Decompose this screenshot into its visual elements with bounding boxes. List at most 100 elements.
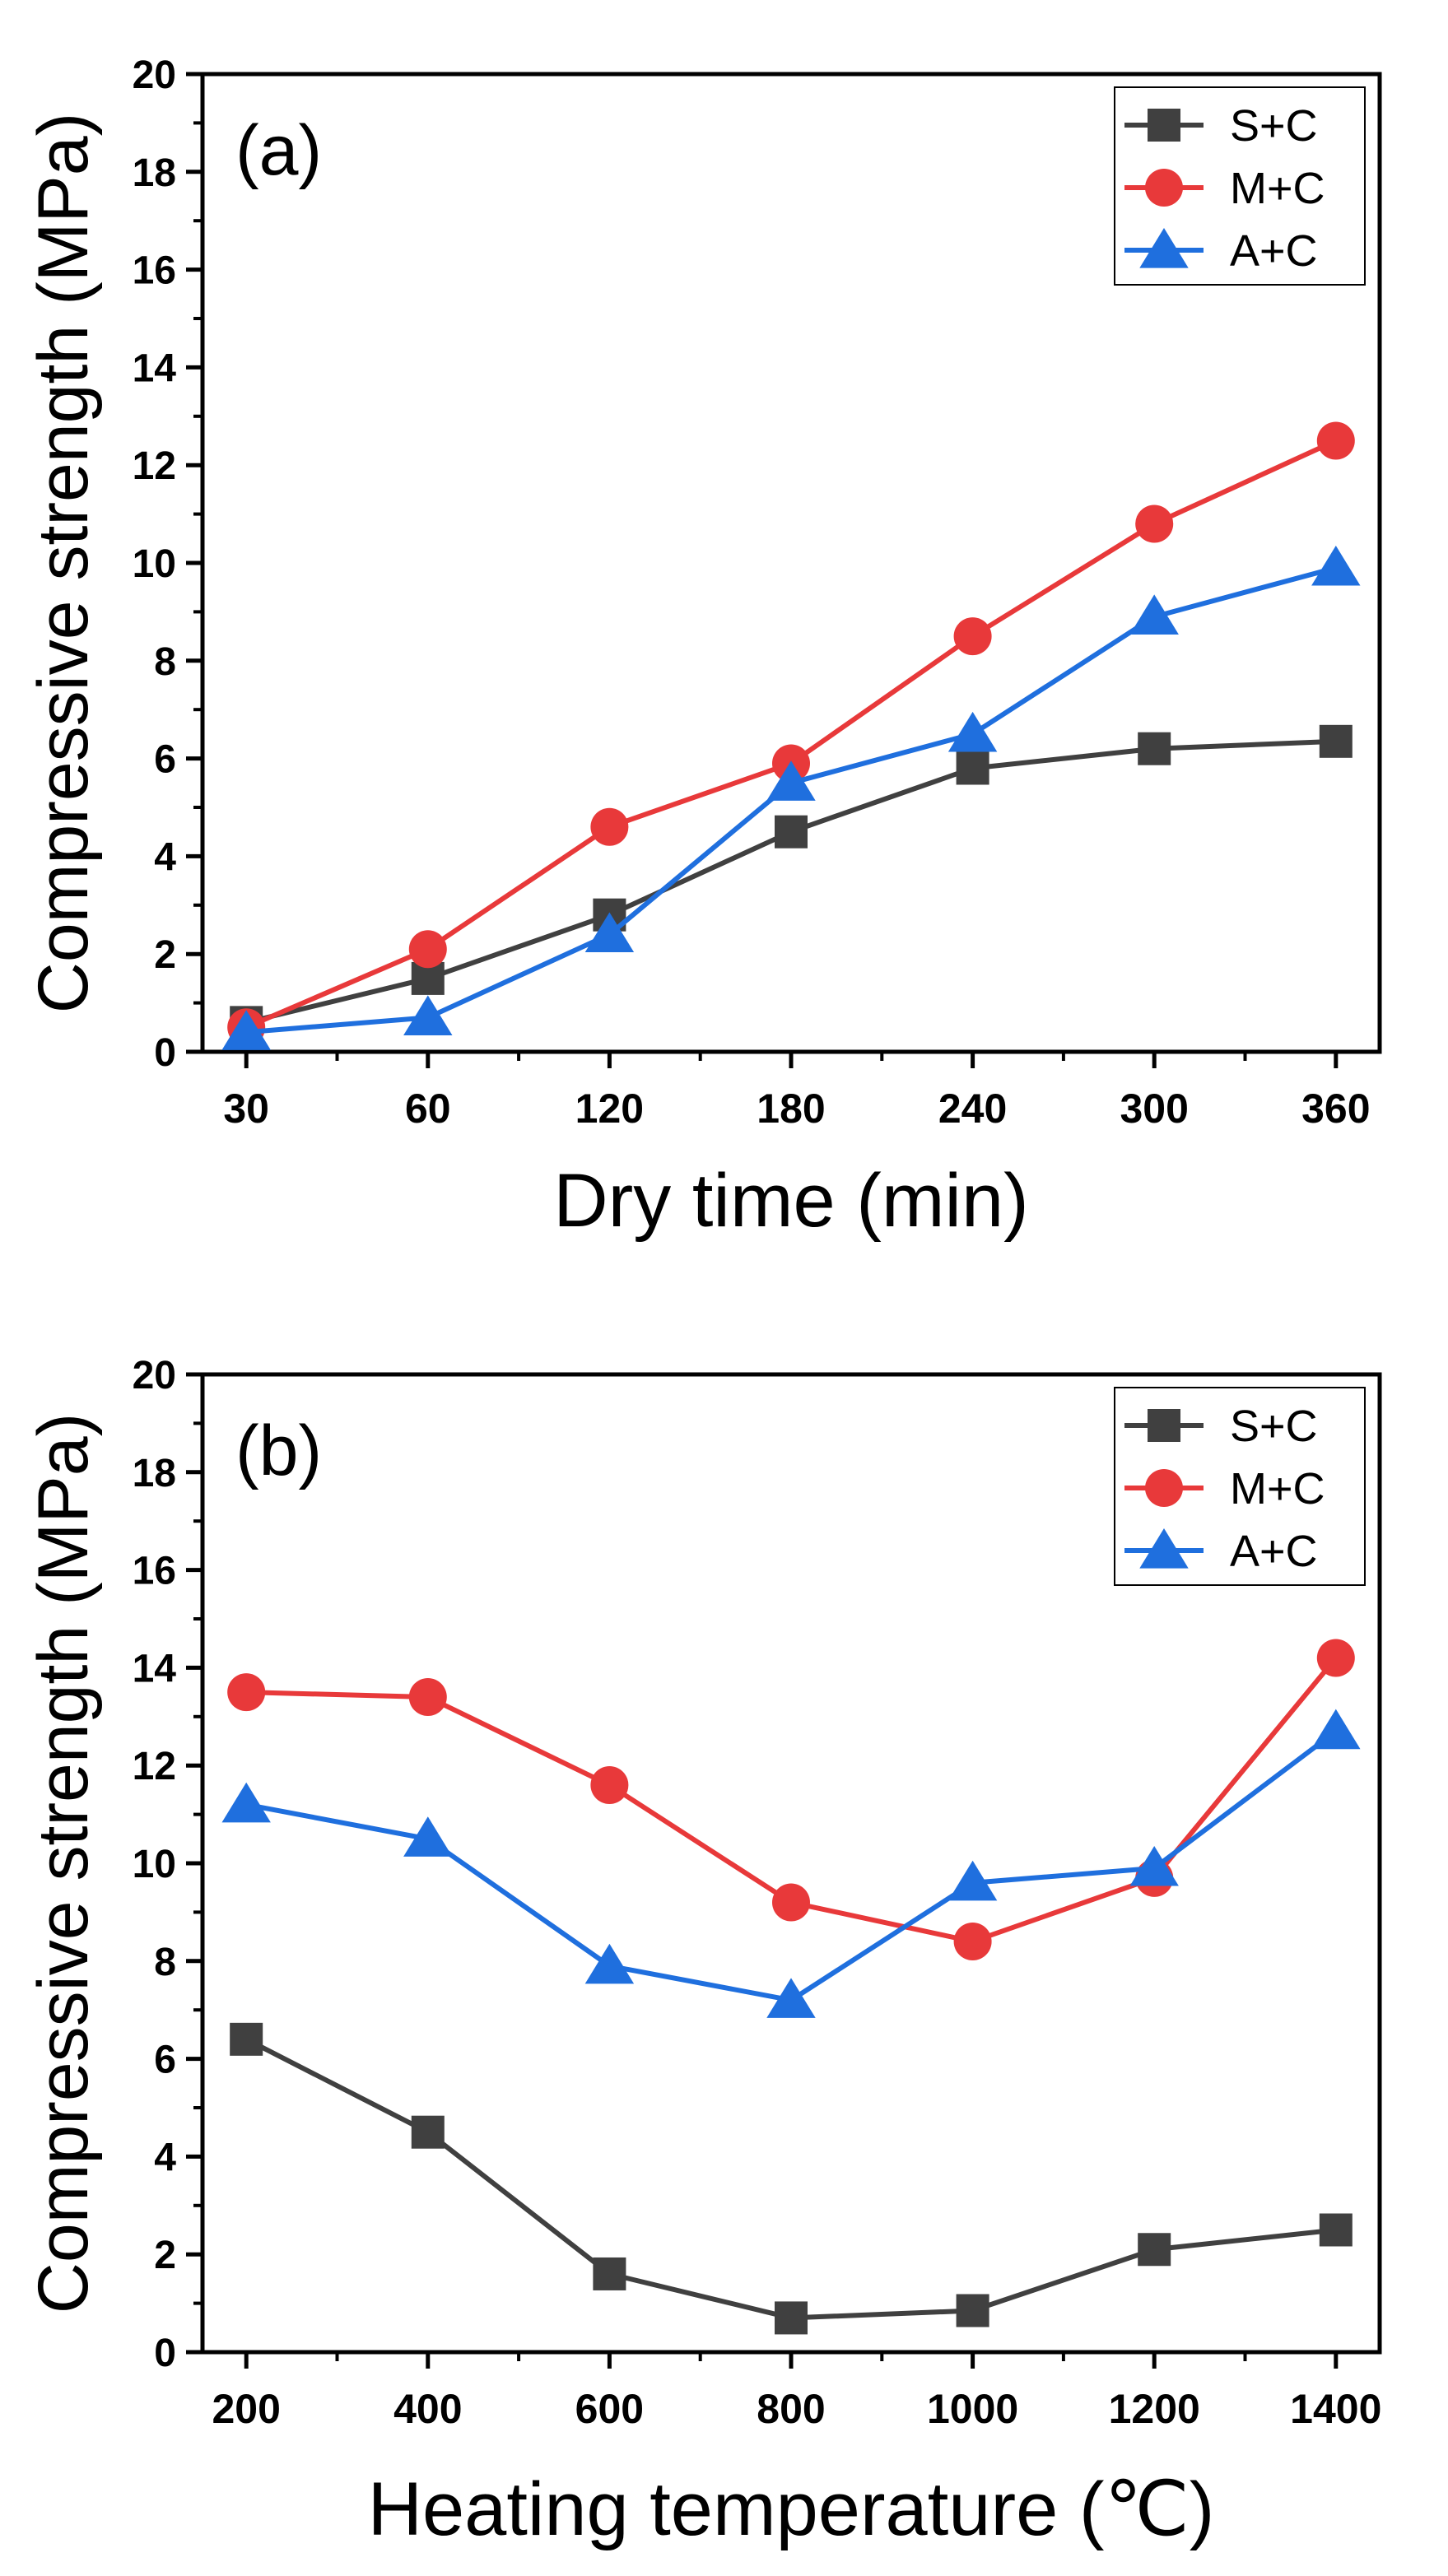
- series-a-plus-c: [221, 545, 1361, 1050]
- x-tick-label: 1200: [1109, 2386, 1200, 2432]
- data-point: [1138, 2233, 1171, 2267]
- y-tick-label: 16: [133, 1550, 176, 1593]
- x-tick-label: 60: [405, 1086, 451, 1132]
- series-line: [244, 2037, 1337, 2321]
- legend-marker: [1139, 228, 1189, 268]
- legend-label: A+C: [1230, 226, 1318, 276]
- data-point: [953, 617, 992, 656]
- y-tick-label: 8: [154, 640, 176, 684]
- data-point: [584, 912, 635, 953]
- data-point: [1135, 505, 1174, 543]
- data-point: [766, 760, 816, 801]
- data-point: [584, 1943, 635, 1984]
- series-line: [245, 1729, 1338, 2003]
- x-tick-label: 1000: [927, 2386, 1018, 2432]
- data-point: [766, 1978, 816, 2018]
- y-tick-label: 8: [154, 1941, 176, 1984]
- y-tick-label: 14: [133, 1647, 177, 1690]
- data-point: [1319, 724, 1353, 758]
- x-tick-label: 180: [757, 1086, 825, 1132]
- data-point: [593, 2257, 626, 2290]
- y-tick-label: 4: [154, 2136, 176, 2179]
- legend-entry: A+C: [1124, 226, 1318, 276]
- y-tick-label: 2: [154, 933, 176, 977]
- data-point: [956, 751, 989, 785]
- x-tick-label: 360: [1301, 1086, 1370, 1132]
- legend-entry: M+C: [1124, 1464, 1325, 1514]
- data-point: [1138, 732, 1171, 765]
- y-tick-label: 0: [154, 2332, 176, 2375]
- data-point: [403, 1816, 453, 1857]
- data-point: [947, 711, 998, 752]
- y-tick-label: 12: [133, 1745, 176, 1788]
- data-point: [772, 1883, 810, 1922]
- data-point: [221, 1782, 271, 1823]
- y-tick-label: 18: [133, 1452, 176, 1495]
- data-point: [1316, 1639, 1355, 1677]
- y-tick-label: 2: [154, 2234, 176, 2277]
- series-a-plus-c: [221, 1709, 1361, 2018]
- series-m-plus-c: [227, 1639, 1355, 1961]
- series-s-plus-c: [230, 2022, 1353, 2335]
- data-point: [408, 1678, 447, 1717]
- data-point: [1316, 421, 1355, 460]
- legend-label: S+C: [1230, 1402, 1318, 1451]
- y-tick-label: 14: [133, 346, 177, 390]
- y-tick-label: 16: [133, 249, 176, 293]
- legend-marker: [1145, 1469, 1183, 1507]
- data-point: [221, 1010, 271, 1050]
- legend-marker: [1145, 169, 1183, 207]
- y-tick-label: 0: [154, 1031, 176, 1075]
- data-point: [403, 995, 453, 1036]
- x-tick-label: 800: [757, 2386, 825, 2432]
- x-tick-label: 400: [393, 2386, 462, 2432]
- legend-marker: [1148, 109, 1180, 142]
- y-axis-title: Compressive strength (MPa): [24, 1413, 103, 2313]
- data-point: [775, 2301, 808, 2335]
- data-point: [590, 1765, 629, 1804]
- y-tick-label: 20: [133, 1354, 176, 1397]
- y-tick-label: 20: [133, 53, 176, 97]
- chart-panel-b: 0 2 4 6 8 10 12 14 16 18 20 200 400 600 800 1000 1200 140…: [24, 1354, 1382, 2551]
- x-tick-label: 240: [938, 1086, 1007, 1132]
- legend-entry: M+C: [1124, 164, 1325, 213]
- data-point: [1311, 545, 1361, 586]
- panel-label: (a): [235, 111, 322, 190]
- legend: S+C M+C A+C: [1114, 86, 1366, 286]
- legend-marker: [1148, 1409, 1180, 1442]
- y-axis-title: Compressive strength (MPa): [24, 113, 103, 1013]
- data-point: [1129, 1845, 1179, 1886]
- y-tick-label: 6: [154, 738, 176, 782]
- panel-label: (b): [235, 1411, 322, 1490]
- data-point: [1319, 2213, 1353, 2247]
- series-m-plus-c: [227, 421, 1355, 1047]
- legend-entry: S+C: [1124, 1402, 1318, 1451]
- x-tick-label: 300: [1120, 1086, 1188, 1132]
- data-point: [956, 2294, 989, 2327]
- x-tick-label: 1400: [1290, 2386, 1381, 2432]
- x-axis-title: Heating temperature (℃): [368, 2467, 1215, 2551]
- legend-label: M+C: [1230, 164, 1325, 213]
- chart-panel-a: 0 2 4 6 8 10 12 14 16 18 20 30 60 120 180 240 300 360 Dry …: [24, 53, 1382, 1243]
- x-axis-title: Dry time (min): [553, 1159, 1029, 1243]
- legend-label: A+C: [1230, 1527, 1318, 1576]
- data-point: [227, 1673, 266, 1712]
- x-tick-label: 600: [575, 2386, 644, 2432]
- data-point: [230, 2022, 263, 2056]
- y-tick-label: 18: [133, 151, 176, 195]
- legend-entry: S+C: [1124, 101, 1318, 151]
- legend-label: M+C: [1230, 1464, 1325, 1514]
- y-tick-label: 12: [133, 444, 176, 488]
- data-point: [953, 1923, 992, 1961]
- x-tick-label: 30: [223, 1086, 269, 1132]
- data-point: [1129, 594, 1179, 635]
- legend-entry: A+C: [1124, 1527, 1318, 1576]
- x-tick-label: 120: [575, 1086, 644, 1132]
- data-point: [411, 2115, 445, 2149]
- legend-label: S+C: [1230, 101, 1318, 151]
- data-point: [590, 807, 629, 846]
- y-tick-label: 4: [154, 835, 176, 879]
- legend: S+C M+C A+C: [1114, 1387, 1366, 1586]
- y-tick-label: 6: [154, 2039, 176, 2082]
